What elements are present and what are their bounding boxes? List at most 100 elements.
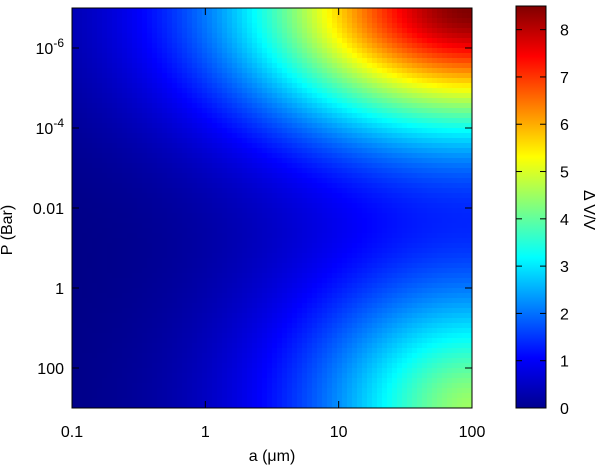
heatmap-cell — [357, 323, 363, 329]
heatmap-cell — [162, 68, 168, 74]
heatmap-cell — [247, 238, 253, 244]
heatmap-cell — [287, 163, 293, 169]
heatmap-cell — [337, 323, 343, 329]
heatmap-cell — [367, 68, 373, 74]
heatmap-cell — [147, 88, 153, 94]
heatmap-cell — [267, 383, 273, 389]
heatmap-cell — [317, 68, 323, 74]
heatmap-cell — [172, 368, 178, 374]
heatmap-cell — [217, 313, 223, 319]
heatmap-cell — [172, 133, 178, 139]
heatmap-cell — [202, 143, 208, 149]
heatmap-cell — [352, 183, 358, 189]
heatmap-cell — [157, 293, 163, 299]
heatmap-cell — [337, 73, 343, 79]
heatmap-cell — [237, 208, 243, 214]
heatmap-cell — [237, 248, 243, 254]
heatmap-cell — [102, 88, 108, 94]
heatmap-cell — [377, 373, 383, 379]
heatmap-cell — [152, 93, 158, 99]
heatmap-cell — [292, 348, 298, 354]
heatmap-cell — [147, 323, 153, 329]
heatmap-cell — [127, 343, 133, 349]
heatmap-cell — [132, 348, 138, 354]
heatmap-cell — [327, 363, 333, 369]
heatmap-cell — [277, 128, 283, 134]
heatmap-cell — [157, 328, 163, 334]
heatmap-cell — [232, 308, 238, 314]
heatmap-cell — [237, 133, 243, 139]
heatmap-cell — [257, 18, 263, 24]
heatmap-cell — [242, 373, 248, 379]
heatmap-cell — [347, 273, 353, 279]
heatmap-cell — [82, 208, 88, 214]
heatmap-cell — [307, 18, 313, 24]
heatmap-cell — [237, 318, 243, 324]
heatmap-cell — [292, 153, 298, 159]
heatmap-cell — [172, 218, 178, 224]
heatmap-cell — [357, 63, 363, 69]
heatmap-cell — [212, 108, 218, 114]
heatmap-cell — [82, 98, 88, 104]
heatmap-cell — [132, 283, 138, 289]
heatmap-cell — [322, 203, 328, 209]
heatmap-cell — [292, 373, 298, 379]
heatmap-cell — [162, 383, 168, 389]
heatmap-cell — [302, 393, 308, 399]
heatmap-cell — [127, 23, 133, 29]
heatmap-cell — [157, 153, 163, 159]
heatmap-cell — [332, 148, 338, 154]
heatmap-cell — [302, 268, 308, 274]
heatmap-cell — [307, 298, 313, 304]
heatmap-cell — [92, 183, 98, 189]
heatmap-cell — [347, 318, 353, 324]
heatmap-cell — [167, 168, 173, 174]
heatmap-cell — [377, 238, 383, 244]
heatmap-cell — [202, 188, 208, 194]
heatmap-cell — [317, 288, 323, 294]
heatmap-cell — [307, 83, 313, 89]
heatmap-cell — [82, 333, 88, 339]
heatmap-cell — [207, 153, 213, 159]
heatmap-cell — [232, 198, 238, 204]
heatmap-cell — [152, 173, 158, 179]
heatmap-cell — [152, 393, 158, 399]
heatmap-cell — [87, 393, 93, 399]
heatmap-cell — [92, 38, 98, 44]
heatmap-cell — [347, 263, 353, 269]
heatmap-cell — [207, 33, 213, 39]
heatmap-cell — [292, 138, 298, 144]
heatmap-cell — [162, 38, 168, 44]
heatmap-cell — [382, 113, 388, 119]
heatmap-cell — [332, 158, 338, 164]
heatmap-cell — [312, 348, 318, 354]
heatmap-cell — [182, 133, 188, 139]
heatmap-cell — [97, 93, 103, 99]
heatmap-cell — [247, 343, 253, 349]
heatmap-cell — [77, 228, 83, 234]
heatmap-cell — [377, 398, 383, 404]
heatmap-cell — [302, 68, 308, 74]
heatmap-cell — [302, 338, 308, 344]
heatmap-cell — [217, 168, 223, 174]
heatmap-cell — [142, 398, 148, 404]
heatmap-cell — [312, 28, 318, 34]
heatmap-cell — [337, 318, 343, 324]
heatmap-cell — [117, 13, 123, 19]
heatmap-cell — [267, 128, 273, 134]
heatmap-cell — [147, 243, 153, 249]
heatmap-cell — [352, 133, 358, 139]
heatmap-cell — [297, 68, 303, 74]
heatmap-cell — [372, 98, 378, 104]
heatmap-cell — [127, 113, 133, 119]
heatmap-cell — [342, 398, 348, 404]
heatmap-cell — [192, 213, 198, 219]
heatmap-cell — [302, 333, 308, 339]
heatmap-cell — [117, 83, 123, 89]
heatmap-cell — [217, 228, 223, 234]
heatmap-cell — [212, 223, 218, 229]
heatmap-cell — [357, 348, 363, 354]
heatmap-cell — [292, 23, 298, 29]
heatmap-cell — [217, 348, 223, 354]
heatmap-cell — [232, 73, 238, 79]
